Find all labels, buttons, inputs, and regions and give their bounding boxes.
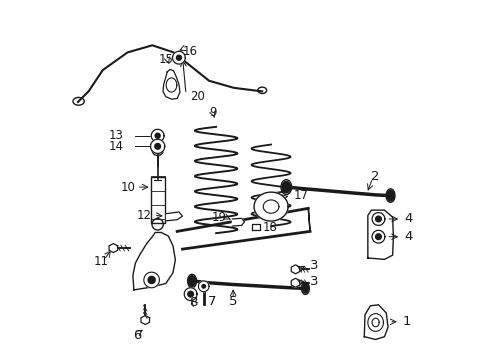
Text: 3: 3 (309, 275, 318, 288)
Text: 4: 4 (403, 230, 411, 243)
Text: 8: 8 (188, 296, 197, 309)
Polygon shape (148, 276, 155, 283)
Polygon shape (251, 224, 260, 230)
Polygon shape (291, 278, 299, 287)
Text: 17: 17 (293, 189, 308, 202)
Polygon shape (232, 218, 244, 226)
Text: 20: 20 (190, 90, 205, 103)
Polygon shape (364, 305, 387, 339)
Polygon shape (254, 192, 287, 221)
Polygon shape (302, 284, 307, 293)
Text: 19: 19 (211, 211, 226, 224)
Polygon shape (176, 55, 181, 60)
Polygon shape (375, 216, 381, 222)
Text: 5: 5 (228, 295, 237, 308)
Text: 16: 16 (182, 45, 197, 58)
Polygon shape (187, 291, 193, 297)
Polygon shape (367, 210, 392, 260)
Polygon shape (371, 213, 384, 225)
Polygon shape (198, 281, 209, 292)
Polygon shape (282, 181, 290, 193)
Polygon shape (184, 288, 197, 301)
Polygon shape (163, 69, 180, 99)
Polygon shape (150, 139, 164, 153)
Text: 13: 13 (109, 129, 124, 142)
Polygon shape (188, 276, 195, 286)
Polygon shape (143, 272, 159, 288)
Polygon shape (141, 315, 149, 324)
Text: 7: 7 (208, 295, 216, 308)
Text: 11: 11 (93, 255, 108, 268)
Polygon shape (166, 212, 182, 221)
Text: 2: 2 (370, 170, 379, 183)
Polygon shape (291, 265, 299, 274)
Polygon shape (155, 144, 160, 149)
Text: 18: 18 (262, 221, 277, 234)
Text: 14: 14 (109, 140, 124, 153)
Text: 12: 12 (136, 209, 151, 222)
Polygon shape (371, 230, 384, 243)
Polygon shape (155, 133, 160, 138)
Polygon shape (172, 51, 185, 64)
Text: 1: 1 (402, 315, 410, 328)
Polygon shape (375, 234, 381, 239)
Polygon shape (386, 190, 393, 201)
Text: 4: 4 (403, 212, 411, 225)
Text: 10: 10 (120, 181, 135, 194)
Text: 15: 15 (158, 53, 173, 66)
Bar (150, 177, 164, 222)
Text: 6: 6 (133, 329, 142, 342)
Text: 3: 3 (309, 258, 318, 271)
Polygon shape (109, 244, 118, 252)
Text: 9: 9 (208, 106, 216, 119)
Polygon shape (151, 129, 163, 142)
Polygon shape (202, 284, 205, 288)
Polygon shape (133, 233, 175, 290)
